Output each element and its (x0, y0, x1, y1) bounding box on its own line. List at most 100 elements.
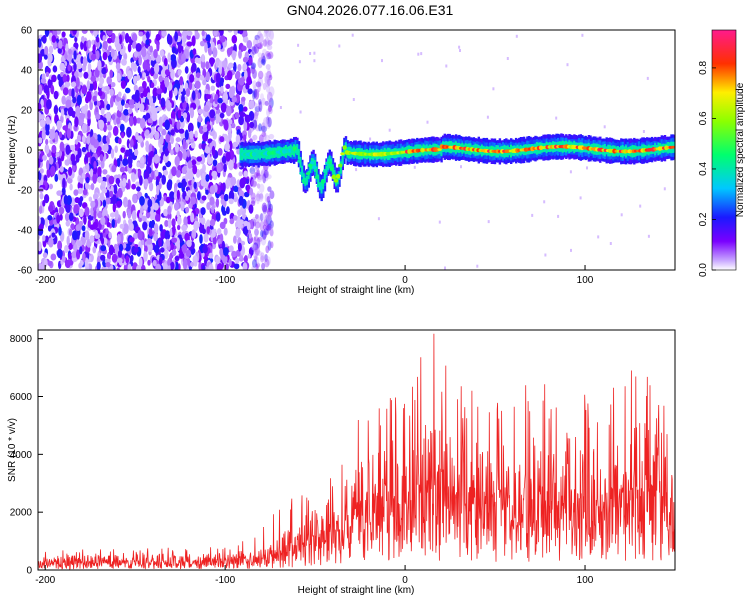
faint-speckle (566, 63, 569, 67)
noise-cell (74, 197, 80, 204)
noise-cell (140, 239, 145, 246)
noise-cell (264, 254, 268, 262)
noise-cell (230, 176, 237, 186)
noise-cell (146, 238, 153, 245)
noise-cell (267, 78, 271, 86)
noise-cell (164, 151, 169, 157)
noise-cell (83, 214, 87, 225)
noise-cell (50, 253, 57, 261)
noise-cell (156, 106, 163, 112)
noise-cell (266, 72, 270, 82)
noise-cell (53, 90, 59, 100)
noise-cell (251, 45, 255, 52)
noise-cell (205, 34, 211, 42)
noise-cell (256, 103, 261, 109)
noise-cell (251, 63, 256, 74)
noise-cell (121, 99, 125, 106)
noise-cell (233, 61, 237, 73)
noise-cell (160, 97, 166, 108)
noise-cell (124, 149, 130, 157)
noise-cell (171, 166, 177, 177)
noise-cell (268, 97, 274, 109)
noise-cell (58, 77, 63, 88)
noise-cell (228, 258, 232, 267)
snr-y-tick-label: 6000 (10, 392, 33, 403)
noise-cell (75, 224, 81, 231)
noise-cell (122, 158, 129, 167)
noise-cell (66, 128, 72, 139)
noise-cell (185, 88, 191, 97)
noise-cell (255, 262, 261, 268)
noise-cell (260, 54, 265, 62)
noise-cell (186, 239, 192, 248)
faint-speckle (351, 33, 354, 37)
noise-cell (186, 41, 193, 47)
noise-cell (192, 164, 198, 175)
noise-cell (223, 247, 229, 256)
noise-cell (258, 70, 264, 80)
noise-cell (39, 114, 45, 120)
noise-cell (155, 213, 160, 222)
noise-cell (238, 171, 243, 177)
noise-cell (174, 31, 179, 42)
noise-cell (190, 141, 196, 149)
noise-cell (212, 236, 217, 245)
noise-cell (123, 109, 129, 116)
noise-cell (102, 143, 109, 153)
faint-speckle (603, 125, 606, 129)
noise-cell (191, 62, 197, 72)
faint-speckle (299, 110, 302, 114)
noise-cell (237, 220, 242, 229)
noise-cell (167, 218, 172, 229)
noise-cell (244, 69, 248, 81)
noise-cell (209, 157, 214, 164)
noise-cell (171, 237, 178, 244)
noise-cell (149, 206, 154, 217)
noise-cell (156, 42, 160, 52)
spectrogram-y-tick-label: 40 (21, 66, 33, 77)
noise-cell (248, 99, 255, 110)
noise-cell (233, 263, 240, 270)
noise-cell (191, 229, 197, 239)
noise-cell (265, 121, 271, 130)
noise-cell (265, 82, 270, 93)
noise-cell (268, 133, 275, 140)
noise-cell (164, 230, 171, 241)
band-cell (330, 158, 333, 170)
faint-speckle (581, 33, 584, 37)
noise-cell (145, 140, 150, 148)
noise-cell (133, 247, 139, 253)
noise-cell (106, 30, 113, 36)
noise-cell (100, 107, 105, 115)
noise-cell (82, 135, 86, 143)
noise-cell (267, 117, 272, 128)
noise-cell (166, 180, 172, 191)
noise-cell (172, 224, 176, 236)
noise-cell (254, 221, 261, 229)
noise-cell (225, 105, 232, 117)
snr-x-tick-label: 100 (577, 575, 594, 586)
noise-cell (47, 215, 53, 221)
noise-cell (160, 229, 165, 240)
band-cell (297, 148, 300, 160)
noise-cell (245, 178, 250, 185)
noise-cell (253, 235, 259, 242)
faint-speckle (444, 266, 446, 270)
noise-cell (123, 196, 128, 208)
noise-cell (139, 103, 145, 112)
noise-cell (137, 66, 141, 74)
noise-cell (189, 74, 195, 83)
noise-cell (87, 62, 92, 72)
noise-cell (139, 196, 145, 206)
noise-cell (255, 263, 259, 270)
noise-cell (65, 74, 70, 83)
snr-y-tick-label: 8000 (10, 334, 33, 345)
noise-cell (146, 64, 150, 72)
noise-cell (265, 223, 270, 231)
noise-cell (153, 202, 159, 211)
band-cell (341, 152, 344, 165)
noise-cell (108, 45, 112, 51)
noise-cell (146, 163, 150, 175)
noise-cell (181, 244, 188, 253)
signal-core (335, 174, 341, 179)
